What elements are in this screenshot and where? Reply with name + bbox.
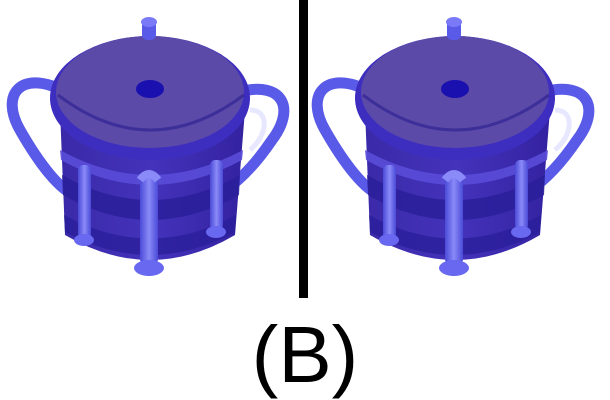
divider-line — [299, 0, 308, 298]
caption-label: (B) — [251, 310, 359, 399]
drum-pot-icon — [311, 17, 595, 276]
drum-pot-icon — [6, 17, 290, 276]
left-image-panel — [0, 0, 305, 300]
right-image-panel — [305, 0, 610, 300]
